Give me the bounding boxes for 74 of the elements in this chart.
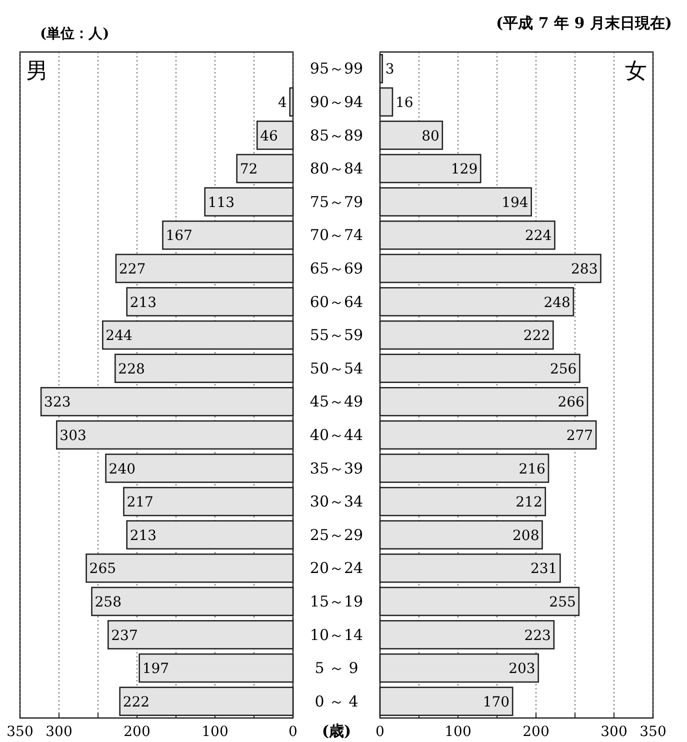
- data-label: 255: [549, 594, 576, 610]
- data-label: 167: [166, 228, 192, 244]
- x-tick-label: 200: [522, 724, 550, 740]
- data-label: 16: [395, 94, 414, 111]
- y-tick-label: 95～99: [310, 60, 364, 78]
- data-label: 222: [523, 328, 550, 344]
- data-label: 208: [512, 528, 540, 544]
- data-label: 258: [94, 594, 122, 610]
- data-label: 256: [550, 361, 577, 378]
- data-label: 213: [130, 528, 157, 544]
- data-label: 194: [502, 194, 528, 211]
- data-label: 3: [385, 62, 394, 78]
- y-tick-label: 40～44: [310, 426, 364, 444]
- data-label: 223: [524, 628, 551, 644]
- data-label: 248: [544, 294, 570, 311]
- text: (単位：人): [40, 26, 110, 42]
- data-label: 244: [106, 328, 132, 344]
- data-label: 303: [60, 428, 86, 444]
- data-label: 46: [260, 128, 278, 144]
- x-tick-label: 200: [124, 724, 150, 740]
- x-tick-label: 300: [46, 724, 72, 740]
- y-tick-label: 50～54: [310, 359, 364, 378]
- data-label: 129: [450, 162, 478, 178]
- y-tick-label: 70～74: [310, 226, 364, 244]
- data-label: 231: [530, 561, 558, 578]
- y-tick-label: 10～14: [310, 626, 364, 644]
- y-tick-label: 60～64: [310, 292, 364, 311]
- data-label: 212: [516, 494, 542, 511]
- y-tick-label: 75～79: [310, 192, 364, 211]
- text: 女: [625, 59, 647, 84]
- text: 男: [26, 59, 48, 84]
- x-tick-label: 350: [6, 724, 34, 740]
- y-tick-label: 65～69: [310, 259, 364, 278]
- y-tick-label: 15～19: [310, 592, 364, 610]
- y-tick-label: 90～94: [310, 92, 364, 111]
- data-label: 265: [89, 561, 116, 578]
- data-label: 113: [208, 194, 235, 211]
- text: (平成 7 年 9 月末日現在): [496, 14, 672, 32]
- y-tick-label: 80～84: [310, 160, 364, 178]
- y-tick-label: 20～24: [310, 559, 364, 578]
- data-label: 217: [126, 494, 154, 511]
- y-tick-label: 45～49: [310, 392, 364, 411]
- data-label: 72: [240, 162, 258, 178]
- data-label: 266: [558, 394, 585, 411]
- data-label: 237: [111, 628, 138, 644]
- text: (歳): [322, 722, 352, 740]
- x-tick-label: 350: [640, 724, 666, 740]
- y-tick-label: 0 ～ 4: [314, 692, 358, 710]
- data-label: 228: [118, 361, 145, 378]
- y-tick-label: 85～89: [310, 126, 364, 144]
- y-tick-label: 5 ～ 9: [314, 659, 358, 678]
- data-label: 216: [518, 461, 546, 478]
- data-label: 80: [422, 128, 440, 144]
- data-label: 277: [566, 428, 594, 444]
- data-label: 240: [108, 461, 136, 478]
- data-label: 4: [278, 94, 287, 111]
- y-tick-label: 30～34: [310, 492, 364, 511]
- x-tick-label: 100: [202, 724, 228, 740]
- y-tick-label: 25～29: [310, 526, 364, 544]
- x-tick-label: 0: [288, 724, 298, 740]
- y-tick-label: 55～59: [310, 326, 364, 344]
- x-tick-label: 300: [600, 724, 628, 740]
- x-tick-label: 100: [444, 724, 472, 740]
- data-label: 203: [508, 661, 536, 678]
- data-label: 224: [524, 228, 552, 244]
- data-label: 323: [44, 394, 71, 411]
- data-label: 197: [142, 661, 170, 678]
- data-label: 227: [118, 261, 146, 278]
- data-label: 170: [482, 694, 510, 710]
- data-label: 283: [571, 261, 598, 278]
- data-label: 213: [130, 294, 157, 311]
- x-tick-label: 0: [376, 724, 384, 740]
- data-label: 222: [122, 694, 150, 710]
- y-tick-label: 35～39: [310, 459, 364, 478]
